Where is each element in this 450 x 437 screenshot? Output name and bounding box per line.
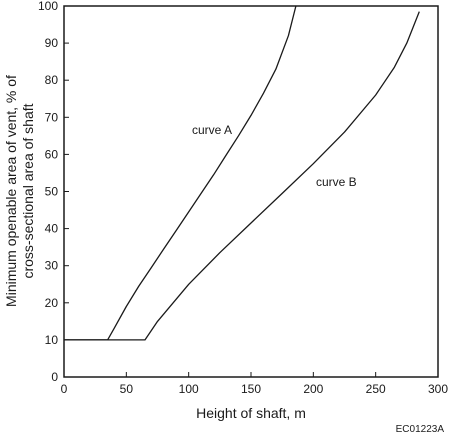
x-tick-label: 300 bbox=[428, 382, 448, 396]
curve-label-a: curve A bbox=[192, 123, 232, 137]
x-tick-label: 100 bbox=[179, 382, 199, 396]
x-tick-label: 250 bbox=[366, 382, 386, 396]
axis-ticks: 0 50 100 150 200 250 300 0 10 20 30 40 50 60 70 80 90 100 bbox=[38, 0, 448, 396]
x-axis-label: Height of shaft, m bbox=[196, 405, 306, 421]
y-tick-label: 70 bbox=[45, 110, 59, 124]
plot-area-frame bbox=[63, 5, 439, 378]
x-tick-label: 50 bbox=[120, 382, 134, 396]
y-tick-label: 90 bbox=[45, 36, 59, 50]
y-tick-label: 100 bbox=[38, 0, 58, 13]
y-tick-label: 30 bbox=[45, 259, 59, 273]
x-tick-label: 150 bbox=[241, 382, 261, 396]
figure-code: EC01223A bbox=[396, 424, 445, 435]
y-tick-label: 80 bbox=[45, 73, 59, 87]
x-tick-label: 0 bbox=[61, 382, 68, 396]
chart-series bbox=[64, 5, 420, 341]
y-tick-label: 50 bbox=[45, 185, 59, 199]
y-tick-label: 0 bbox=[51, 370, 58, 384]
x-tick-label: 200 bbox=[303, 382, 323, 396]
y-axis-label-line-2: cross-sectional area of shaft bbox=[20, 103, 36, 278]
curve-label-b: curve B bbox=[316, 175, 357, 189]
curve-b-line bbox=[64, 11, 420, 341]
y-tick-label: 20 bbox=[45, 296, 59, 310]
curve-a-line bbox=[64, 5, 297, 341]
y-tick-label: 10 bbox=[45, 333, 59, 347]
y-axis-label-line-1: Minimum openable area of vent, % of bbox=[3, 75, 19, 307]
y-tick-label: 40 bbox=[45, 222, 59, 236]
y-tick-label: 60 bbox=[45, 147, 59, 161]
